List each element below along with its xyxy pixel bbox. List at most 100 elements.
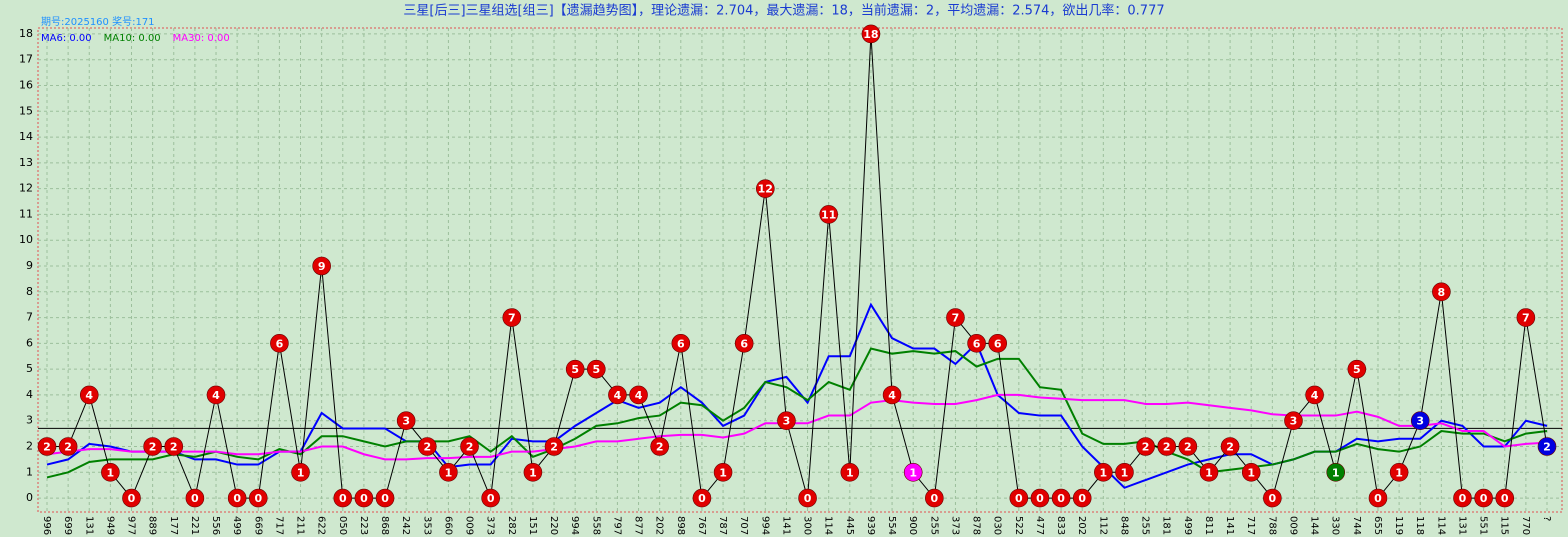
- x-tick-label: 558: [590, 516, 601, 535]
- x-tick-label: 009: [464, 516, 475, 535]
- y-tick-label: 18: [19, 27, 33, 40]
- data-point: [1368, 488, 1388, 508]
- data-label: 4: [1311, 389, 1319, 402]
- x-tick-label: 900: [907, 516, 918, 535]
- x-tick-label: 767: [696, 516, 707, 535]
- x-tick-label: 114: [823, 516, 834, 535]
- data-label: 0: [360, 492, 368, 505]
- data-label: 4: [635, 389, 643, 402]
- data-label: 1: [1247, 466, 1255, 479]
- x-tick-label: 242: [400, 516, 411, 535]
- data-label: 6: [973, 337, 981, 350]
- data-point: [460, 437, 479, 456]
- x-tick-label: 949: [104, 516, 115, 535]
- data-label: 0: [1057, 492, 1065, 505]
- data-point: [291, 462, 310, 482]
- y-tick-label: 7: [26, 311, 33, 324]
- data-label: 0: [1374, 492, 1382, 505]
- chart-subtitle: 期号:2025160 奖号:171: [41, 15, 155, 28]
- y-tick-label: 9: [26, 259, 33, 272]
- y-tick-label: 8: [26, 285, 33, 298]
- data-point: [375, 488, 395, 508]
- x-tick-label: ?: [1541, 516, 1552, 521]
- data-point: [1347, 359, 1367, 379]
- data-point: [1495, 488, 1515, 508]
- x-tick-label: 788: [1266, 516, 1277, 535]
- x-tick-label: 811: [1203, 516, 1214, 535]
- data-point: [777, 411, 796, 431]
- x-tick-label: 030: [992, 516, 1003, 535]
- x-tick-label: 255: [928, 516, 939, 535]
- x-tick-label: 770: [1520, 516, 1531, 535]
- data-point: [903, 462, 923, 482]
- data-label: 2: [149, 441, 157, 454]
- x-tick-label: 112: [1097, 516, 1108, 535]
- data-point: [798, 488, 817, 508]
- data-label: 4: [888, 389, 896, 402]
- x-tick-label: 655: [1372, 516, 1383, 535]
- data-label: 0: [1015, 492, 1023, 505]
- data-label: 2: [1142, 441, 1150, 454]
- data-label: 4: [614, 389, 622, 402]
- x-tick-label: 522: [1013, 516, 1024, 535]
- data-point: [1051, 488, 1071, 508]
- data-point: [1432, 282, 1451, 302]
- x-tick-label: 330: [1330, 516, 1341, 535]
- data-point: [608, 385, 627, 405]
- x-tick-label: 939: [865, 516, 876, 535]
- data-label: 9: [318, 260, 326, 273]
- data-label: 0: [1501, 492, 1509, 505]
- data-label: 12: [758, 183, 773, 196]
- x-tick-label: 833: [1055, 516, 1066, 535]
- data-point: [206, 385, 226, 405]
- data-label: 6: [740, 337, 748, 350]
- y-tick-label: 1: [26, 465, 33, 478]
- chart-title: 三星[后三]三星组选[组三]【遗漏趋势图】，理论遗漏：2.704，最大遗漏：18…: [403, 3, 1164, 19]
- data-point: [819, 205, 838, 224]
- data-label: 11: [821, 208, 836, 221]
- x-tick-label: 202: [654, 516, 665, 535]
- y-tick-label: 3: [26, 414, 33, 427]
- data-point: [946, 308, 965, 327]
- data-label: 5: [1353, 363, 1361, 376]
- data-label: 1: [107, 466, 115, 479]
- data-label: 0: [339, 492, 347, 505]
- data-label: 1: [529, 466, 537, 479]
- data-point: [882, 385, 902, 405]
- x-tick-label: 255: [1140, 516, 1151, 535]
- data-label: 2: [423, 441, 431, 454]
- data-label: 0: [254, 492, 262, 505]
- x-tick-label: 131: [83, 516, 94, 535]
- data-label: 18: [863, 28, 878, 41]
- data-point: [1072, 488, 1092, 508]
- data-point: [671, 334, 691, 353]
- data-label: 2: [550, 441, 558, 454]
- plot-border: [37, 27, 1563, 513]
- data-label: 5: [592, 363, 600, 376]
- y-tick-label: 2: [26, 440, 33, 453]
- x-tick-label: 141: [1224, 516, 1235, 535]
- x-tick-label: 744: [1351, 516, 1362, 535]
- x-tick-label: 282: [506, 516, 517, 535]
- x-tick-label: 373: [949, 516, 960, 535]
- x-tick-label: 660: [442, 516, 453, 535]
- data-point: [79, 385, 99, 405]
- x-tick-label: 177: [168, 516, 179, 535]
- data-point: [586, 359, 606, 379]
- data-label: 0: [1078, 492, 1086, 505]
- data-point: [967, 334, 986, 353]
- data-point: [650, 437, 669, 456]
- x-tick-label: 556: [210, 516, 221, 535]
- x-tick-label: 898: [675, 516, 686, 535]
- data-point: [333, 488, 353, 508]
- y-tick-label: 6: [26, 336, 33, 349]
- data-point: [248, 488, 268, 508]
- x-tick-label: 848: [1118, 516, 1129, 535]
- data-label: 1: [1100, 466, 1108, 479]
- x-tick-label: 717: [273, 516, 284, 535]
- x-tick-label: 373: [485, 516, 496, 535]
- data-label: 3: [783, 415, 791, 428]
- x-tick-label: 717: [1245, 516, 1256, 535]
